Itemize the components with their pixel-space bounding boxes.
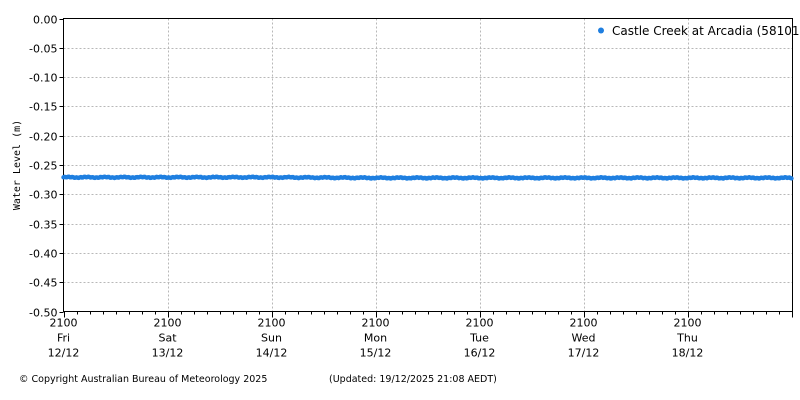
x-tick-label: Tue — [469, 332, 489, 345]
x-tick-label: Thu — [676, 332, 698, 345]
legend-label: Castle Creek at Arcadia (581011) — [612, 24, 800, 38]
legend-marker — [598, 27, 604, 34]
grid-lines — [63, 18, 793, 312]
x-tick-label: Fri — [57, 332, 70, 345]
y-tick-label: -0.20 — [29, 131, 57, 144]
x-tick-label: 12/12 — [48, 347, 80, 360]
x-tick-label: 17/12 — [568, 347, 600, 360]
x-tick-label: 2100 — [154, 317, 182, 330]
updated-timestamp: (Updated: 19/12/2025 21:08 AEDT) — [329, 374, 497, 385]
y-tick-label: -0.30 — [29, 189, 57, 202]
x-tick-label: 2100 — [570, 317, 598, 330]
x-tick-label: 2100 — [50, 317, 78, 330]
y-tick-label: -0.05 — [29, 43, 57, 56]
x-tick-label: Sun — [261, 332, 282, 345]
x-tick-label: 18/12 — [672, 347, 704, 360]
x-tick-label: 16/12 — [464, 347, 496, 360]
x-tick-label: 2100 — [362, 317, 390, 330]
x-tick-label: Mon — [364, 332, 387, 345]
y-tick-label: -0.45 — [29, 277, 57, 290]
y-axis-label: Water Level (m) — [12, 120, 23, 210]
series-castle-creek — [61, 174, 794, 181]
x-tick-label: Sat — [158, 332, 177, 345]
x-tick-label: 2100 — [258, 317, 286, 330]
y-tick-label: -0.15 — [29, 101, 57, 114]
x-tick-label: 2100 — [466, 317, 494, 330]
y-tick-label: -0.50 — [29, 307, 57, 320]
y-tick-label: -0.35 — [29, 219, 57, 232]
y-tick-label: -0.40 — [29, 248, 57, 261]
legend: Castle Creek at Arcadia (581011) — [598, 24, 800, 38]
x-tick-label: 13/12 — [152, 347, 184, 360]
x-tick-label: 15/12 — [360, 347, 392, 360]
y-tick-label: -0.25 — [29, 160, 57, 173]
x-tick-label: 14/12 — [256, 347, 288, 360]
x-axis: 2100 Fri 12/12 2100 Sat 13/12 2100 Sun 14/12 2100… — [48, 311, 793, 360]
data-point — [789, 176, 794, 181]
x-tick-label: Wed — [572, 332, 596, 345]
y-tick-label: -0.10 — [29, 72, 57, 85]
x-tick-label: 2100 — [674, 317, 702, 330]
y-axis: 0.00 -0.05 -0.10 -0.15 -0.20 -0.25 -0.30 -0.35 -… — [29, 14, 64, 320]
y-tick-label: 0.00 — [33, 14, 58, 27]
copyright-text: © Copyright Australian Bureau of Meteoro… — [19, 374, 268, 385]
